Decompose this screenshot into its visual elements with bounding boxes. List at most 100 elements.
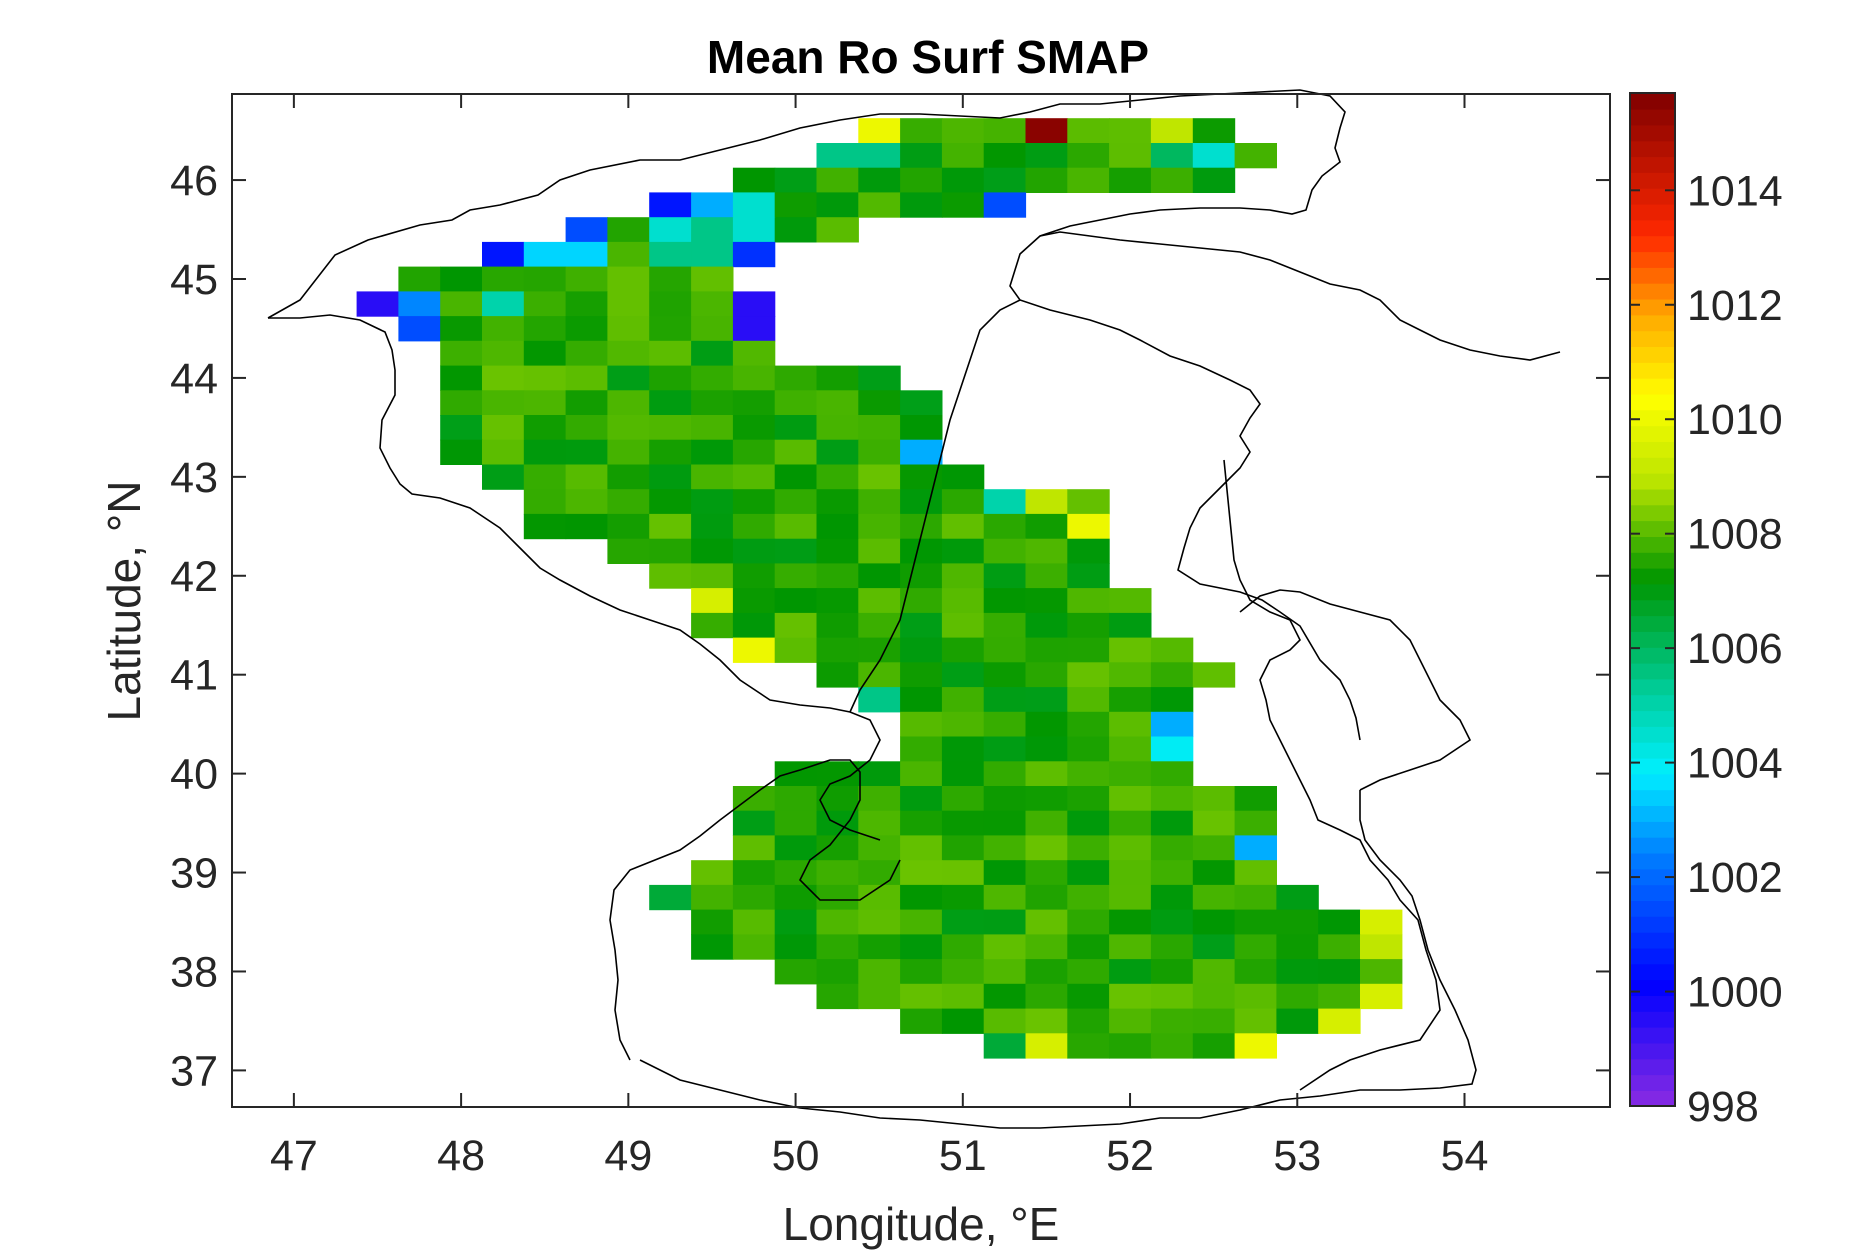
heatmap-cell [983, 884, 1027, 911]
heatmap-cell [816, 192, 859, 218]
heatmap-cell [1067, 983, 1110, 1010]
heatmap-cell [1109, 810, 1152, 836]
colorbar-swatch [1630, 488, 1675, 506]
heatmap-cell [983, 1008, 1027, 1034]
heatmap-cell [774, 761, 818, 787]
heatmap-cell [941, 1008, 985, 1034]
heatmap-cell [691, 291, 734, 317]
heatmap-cell [691, 217, 734, 243]
heatmap-cell [649, 266, 692, 292]
heatmap-cell [900, 390, 943, 416]
heatmap-cell [649, 538, 692, 564]
heatmap-cell [941, 810, 985, 836]
heatmap-cell [649, 192, 692, 218]
heatmap-cell [900, 118, 943, 144]
heatmap-cell [1067, 711, 1110, 738]
heatmap-cell [983, 761, 1027, 787]
heatmap-cell [983, 612, 1027, 639]
heatmap-cell [1025, 563, 1068, 589]
heatmap-cell [1025, 1008, 1068, 1034]
colorbar-swatch [1630, 615, 1675, 632]
heatmap-cell [858, 687, 901, 713]
colorbar-swatch [1630, 140, 1675, 158]
heatmap-cell [1192, 810, 1236, 836]
heatmap-cell [732, 612, 776, 639]
heatmap-cell [523, 340, 567, 367]
heatmap-cell [523, 365, 567, 391]
heatmap-cell [900, 909, 943, 935]
colorbar-swatch [1630, 457, 1675, 474]
heatmap-cell [691, 266, 734, 292]
heatmap-cell [816, 143, 859, 169]
heatmap-cell [732, 390, 776, 416]
heatmap-cell [774, 612, 818, 639]
y-tick-label: 39 [170, 850, 218, 898]
heatmap-cell [565, 513, 608, 540]
heatmap-cell [983, 513, 1027, 540]
colorbar-swatch [1630, 282, 1675, 300]
heatmap-cell [983, 983, 1027, 1010]
heatmap-cell [732, 464, 776, 490]
heatmap-cell [900, 612, 943, 639]
heatmap-cell [1025, 909, 1068, 935]
heatmap-cell [732, 365, 776, 391]
heatmap-cell [1150, 860, 1194, 886]
heatmap-cell [1150, 687, 1194, 713]
heatmap-cell [691, 934, 734, 960]
heatmap-cell [941, 711, 985, 738]
heatmap-cell [1150, 934, 1194, 960]
heatmap-cell [1025, 786, 1068, 812]
colorbar-swatch [1630, 188, 1675, 205]
heatmap-cell [858, 612, 901, 639]
plot-frame [231, 93, 1611, 1108]
heatmap-cell [1067, 860, 1110, 886]
heatmap-cell [816, 415, 859, 441]
coastline-east [1223, 459, 1441, 1091]
axes: 47 48 49 50 51 52 53 54 37 38 39 40 41 42 43 44 45 46 Lo… [98, 93, 1611, 1250]
heatmap-cell [565, 365, 608, 391]
heatmap-cell [816, 464, 859, 490]
heatmap-cell [1109, 786, 1152, 812]
heatmap-cell [900, 983, 943, 1010]
heatmap-cell [1150, 143, 1194, 169]
colorbar-frame [1629, 92, 1676, 1107]
heatmap-cell [565, 415, 608, 441]
heatmap-cell [774, 588, 818, 614]
heatmap-cell [1067, 761, 1110, 787]
colorbar-tick-label: 1004 [1687, 740, 1783, 788]
colorbar-tick-label: 1006 [1687, 625, 1783, 673]
heatmap-cell [607, 538, 650, 564]
colorbar-swatch [1630, 710, 1675, 727]
coastline-south [609, 759, 901, 1061]
heatmap-cell [482, 291, 525, 317]
coastline-northeast-gulf [1039, 231, 1561, 361]
heatmap-cell [1067, 662, 1110, 688]
heatmap-cell [816, 390, 859, 416]
coastline [267, 89, 1561, 1129]
heatmap-cell [774, 464, 818, 490]
heatmap-cell [983, 489, 1027, 515]
coastline-mangyshlak [849, 299, 1021, 713]
heatmap-cell [983, 662, 1027, 688]
heatmap-cell [858, 884, 901, 911]
heatmap-cell [482, 390, 525, 416]
heatmap-cell [1025, 513, 1068, 540]
heatmap-cell [1318, 983, 1361, 1010]
heatmap-cell [1067, 118, 1110, 144]
heatmap-cell [1067, 687, 1110, 713]
colorbar-swatch [1630, 377, 1675, 395]
heatmap-cell [607, 266, 650, 292]
colorbar-swatch [1630, 108, 1675, 126]
heatmap-cell [691, 860, 734, 886]
y-tick-label: 44 [170, 355, 218, 403]
heatmap-cell [1067, 143, 1110, 169]
heatmap-cell [941, 513, 985, 540]
heatmap-cell [1276, 909, 1319, 935]
heatmap-cell [1234, 1033, 1277, 1059]
heatmap-cell [356, 291, 399, 317]
heatmap-cell [732, 192, 776, 218]
colorbar-swatch [1630, 631, 1675, 648]
heatmap-cell [691, 316, 734, 342]
heatmap-cell [691, 241, 734, 268]
heatmap-cell [440, 439, 483, 465]
